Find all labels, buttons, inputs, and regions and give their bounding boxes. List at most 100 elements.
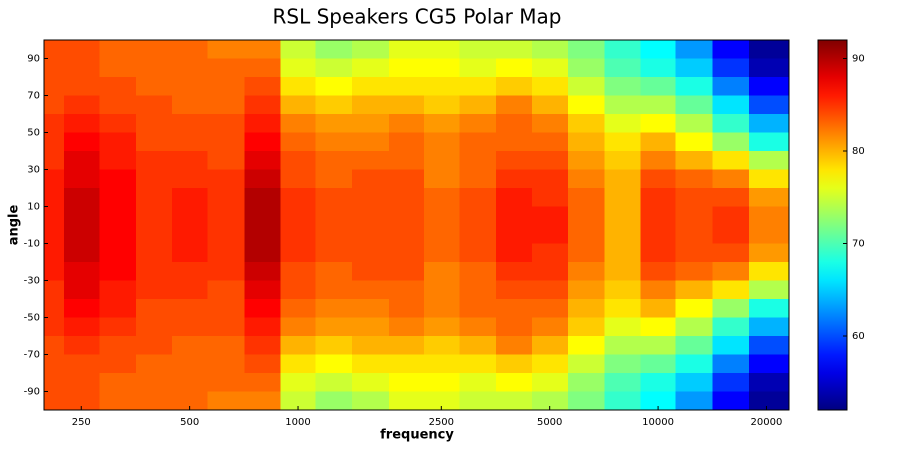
heat-cell	[244, 40, 282, 59]
heat-cell	[136, 77, 173, 96]
heat-cell	[352, 336, 390, 355]
heat-cell	[640, 151, 677, 170]
heat-cell	[423, 188, 460, 207]
plot-frame	[43, 39, 790, 411]
heat-cell	[244, 262, 282, 281]
heat-cell	[44, 77, 65, 96]
heat-cell	[244, 391, 282, 411]
heat-cell	[712, 206, 750, 226]
heat-cell	[99, 391, 137, 411]
heat-cell	[532, 354, 569, 374]
heat-cell	[172, 188, 209, 207]
heat-cell	[280, 77, 316, 96]
heat-cell	[567, 95, 606, 115]
heat-cell	[496, 225, 533, 244]
heat-cell	[44, 58, 65, 78]
heat-cell	[352, 373, 390, 392]
heat-cell	[315, 262, 353, 281]
heat-cell	[63, 132, 100, 152]
heat-cell	[496, 58, 533, 78]
heat-cell	[712, 243, 750, 263]
heat-cell	[459, 317, 497, 337]
heat-cell	[675, 317, 713, 337]
heat-cell	[749, 151, 790, 170]
heat-cell	[496, 317, 533, 337]
heat-cell	[280, 225, 316, 244]
heat-cell	[496, 243, 533, 263]
heat-cell	[749, 77, 790, 96]
heat-cell	[640, 317, 677, 337]
heat-cell	[352, 40, 390, 59]
heat-cell	[749, 262, 790, 281]
heat-cell	[459, 243, 497, 263]
heat-cell	[63, 280, 100, 300]
heat-cell	[44, 169, 65, 189]
heat-cell	[136, 114, 173, 133]
heat-cell	[280, 299, 316, 318]
heat-cell	[99, 243, 137, 263]
heat-cell	[136, 243, 173, 263]
heat-cell	[352, 58, 390, 78]
heat-cell	[532, 243, 569, 263]
heat-cell	[604, 391, 642, 411]
heat-cell	[99, 354, 137, 374]
heat-cell	[423, 77, 460, 96]
heat-cell	[352, 299, 390, 318]
heat-cell	[388, 391, 425, 411]
heat-cell	[207, 317, 245, 337]
heat-cell	[496, 95, 533, 115]
heat-cell	[136, 40, 173, 59]
heat-cell	[459, 391, 497, 411]
x-tick-label: 2500	[429, 417, 454, 428]
heat-cell	[352, 354, 390, 374]
heat-cell	[280, 114, 316, 133]
heat-cell	[712, 262, 750, 281]
heat-cell	[63, 58, 100, 78]
heat-cell	[640, 132, 677, 152]
heat-cell	[63, 243, 100, 263]
heat-cell	[207, 373, 245, 392]
heat-cell	[567, 373, 606, 392]
heat-cell	[63, 336, 100, 355]
heat-cell	[63, 169, 100, 189]
heat-cell	[136, 95, 173, 115]
heat-cell	[352, 77, 390, 96]
heat-cell	[315, 77, 353, 96]
heat-cell	[352, 391, 390, 411]
heat-cell	[207, 299, 245, 318]
heat-cell	[604, 77, 642, 96]
heat-cell	[675, 336, 713, 355]
heat-cell	[172, 280, 209, 300]
heat-cell	[459, 373, 497, 392]
heat-cell	[136, 169, 173, 189]
heat-cell	[244, 280, 282, 300]
heat-cell	[640, 243, 677, 263]
heat-cell	[604, 58, 642, 78]
heat-cell	[532, 132, 569, 152]
heat-cell	[496, 114, 533, 133]
y-tick-label: -30	[24, 276, 40, 287]
heat-cell	[532, 114, 569, 133]
x-tick-label: 20000	[751, 417, 783, 428]
heat-cell	[712, 373, 750, 392]
heat-cell	[712, 40, 750, 59]
chart-title: RSL Speakers CG5 Polar Map	[273, 5, 562, 29]
heat-cell	[244, 188, 282, 207]
heat-cell	[280, 206, 316, 226]
heat-cell	[459, 114, 497, 133]
heat-cell	[675, 225, 713, 244]
heat-cell	[388, 243, 425, 263]
heat-cell	[44, 280, 65, 300]
heat-cell	[44, 132, 65, 152]
heat-cell	[459, 280, 497, 300]
heat-cell	[99, 151, 137, 170]
heat-cell	[423, 299, 460, 318]
heat-cell	[280, 95, 316, 115]
heat-cell	[749, 114, 790, 133]
heat-cell	[423, 317, 460, 337]
heat-cell	[496, 280, 533, 300]
heat-cell	[44, 225, 65, 244]
heat-cell	[280, 40, 316, 59]
heat-cell	[423, 354, 460, 374]
heat-cell	[172, 391, 209, 411]
